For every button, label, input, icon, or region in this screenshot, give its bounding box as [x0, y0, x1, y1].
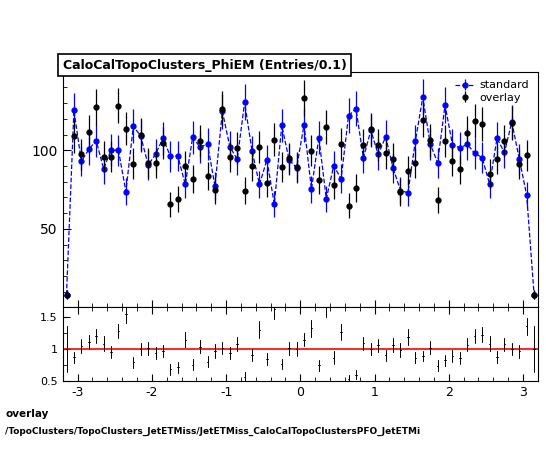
- Legend: standard, overlay: standard, overlay: [452, 77, 532, 106]
- Text: CaloCalTopoClusters_PhiEM (Entries/0.1): CaloCalTopoClusters_PhiEM (Entries/0.1): [63, 59, 347, 72]
- Text: overlay: overlay: [5, 409, 49, 419]
- Text: /TopoClusters/TopoClusters_JetETMiss/JetETMiss_CaloCalTopoClustersPFO_JetETMi: /TopoClusters/TopoClusters_JetETMiss/Jet…: [5, 427, 420, 437]
